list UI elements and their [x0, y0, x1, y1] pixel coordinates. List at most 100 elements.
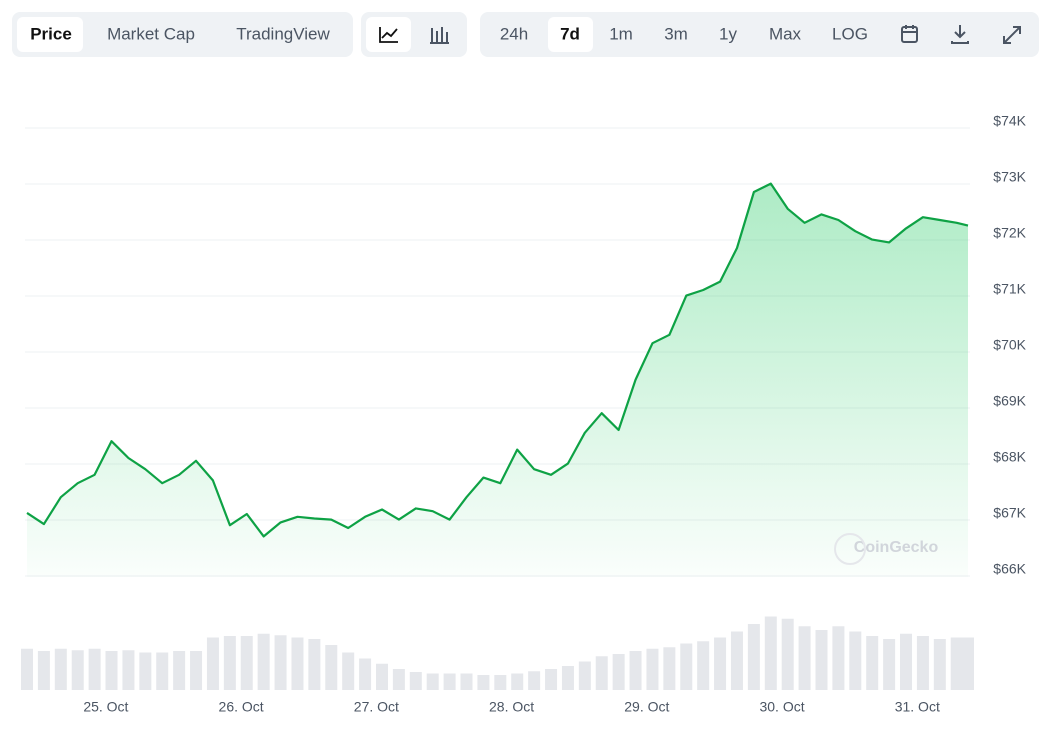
volume-bar [460, 673, 473, 690]
volume-bar [240, 636, 253, 690]
volume-bar [190, 651, 203, 690]
range[interactable]: Max [769, 24, 802, 43]
volume-bar [528, 671, 541, 690]
volume-bar [950, 637, 963, 690]
volume-bar [392, 669, 405, 690]
volume-bar [714, 637, 727, 690]
icons [901, 25, 1021, 44]
volume-bar [511, 673, 524, 690]
range-group [480, 12, 1039, 57]
volume-bar [37, 651, 50, 690]
volume-bar [105, 651, 118, 690]
range[interactable]: 7d [560, 24, 580, 43]
volume-bar [156, 652, 169, 690]
volume-bar [612, 654, 625, 690]
volume-bar [866, 636, 879, 690]
volume-bar [849, 631, 862, 690]
volume-bar [832, 626, 845, 690]
x-tick-label: 31. Oct [895, 699, 940, 715]
volume-bar [139, 652, 152, 690]
range[interactable]: 1m [609, 24, 633, 43]
volume-bar [477, 675, 490, 690]
volume-bar [578, 661, 591, 690]
x-tick-label: 27. Oct [354, 699, 399, 715]
tab-selected [17, 17, 83, 52]
volume-bar [494, 675, 507, 690]
volume-bar [663, 647, 676, 690]
volume-bar [223, 636, 236, 690]
y-tick-label: $74K [993, 113, 1026, 129]
volume-bar [325, 645, 338, 690]
y-tick-label: $73K [993, 169, 1026, 185]
volume-bar [257, 633, 270, 690]
volume-bar [629, 651, 642, 690]
watermark-logo [834, 533, 866, 565]
volume-bar [409, 672, 422, 690]
volume-bar [308, 639, 321, 690]
y-tick-label: $66K [993, 561, 1026, 577]
volume-bar [88, 648, 101, 690]
volume-bar [933, 639, 946, 690]
x-tick-label: 25. Oct [83, 699, 128, 715]
range[interactable]: LOG [832, 24, 868, 43]
volume-bar [426, 673, 439, 690]
volume-bar [342, 652, 355, 690]
download-icon[interactable] [951, 25, 969, 44]
volume-bar [545, 669, 558, 690]
volume-bar [747, 624, 760, 690]
watermark: CoinGecko [854, 539, 939, 556]
volume-bar [798, 626, 811, 690]
calendar-icon[interactable] [901, 26, 918, 43]
volume-bar [815, 630, 828, 690]
volume-bar [916, 636, 929, 690]
range[interactable]: 1y [719, 24, 737, 43]
range[interactable]: 24h [500, 24, 528, 43]
tab[interactable]: Market Cap [107, 24, 195, 43]
volume-bar [375, 663, 388, 690]
candle-icon[interactable] [430, 27, 449, 44]
volume-bar [291, 637, 304, 690]
volume-bar [595, 656, 608, 690]
area [27, 183, 968, 577]
x-tick-label: 28. Oct [489, 699, 534, 715]
volume-bar [206, 637, 219, 690]
volume-bar [680, 643, 693, 690]
volume-bar [900, 633, 913, 690]
volume-bar [122, 650, 135, 690]
volume-bar [274, 635, 287, 690]
y-tick-label: $72K [993, 225, 1026, 241]
x-tick-label: 26. Oct [219, 699, 264, 715]
volume-bar [730, 631, 743, 690]
volume-bar [443, 673, 456, 690]
volume-bar [54, 648, 67, 690]
volume-bar [764, 616, 777, 690]
range-selected [548, 17, 593, 52]
volume-bar [883, 639, 896, 690]
volume-bar [962, 637, 974, 690]
y-tick-label: $67K [993, 505, 1026, 521]
y-tick-label: $71K [993, 281, 1026, 297]
y-tick-label: $70K [993, 337, 1026, 353]
volume-bar [646, 648, 659, 690]
x-tick-label: 30. Oct [759, 699, 804, 715]
line-icon [379, 27, 398, 43]
tab-group [12, 12, 353, 57]
volume-bar [71, 650, 84, 690]
x-tick-label: 29. Oct [624, 699, 669, 715]
price-line [26, 182, 969, 538]
tab[interactable]: Price [30, 24, 72, 43]
volume-bar [359, 658, 372, 690]
y-tick-label: $69K [993, 393, 1026, 409]
range[interactable]: 3m [664, 24, 688, 43]
volume-bar [173, 651, 186, 690]
y-tick-label: $68K [993, 449, 1026, 465]
volume-bar [697, 641, 710, 690]
toolbar: Price Market Cap TradingView 24h 7d 1m 3… [12, 12, 1039, 57]
tab[interactable]: TradingView [236, 24, 330, 43]
volume-bar [21, 648, 33, 690]
expand-icon[interactable] [1003, 26, 1021, 44]
volume-bar [781, 618, 794, 690]
volume-bar [561, 666, 574, 690]
